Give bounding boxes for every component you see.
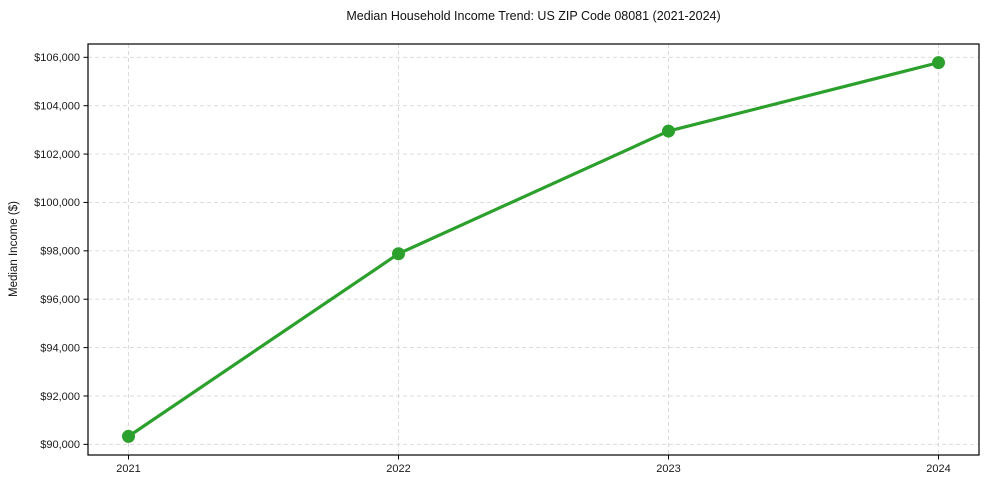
y-tick-label: $94,000 [40, 342, 80, 354]
data-point-2024 [932, 56, 945, 70]
y-axis-label: Median Income ($) [8, 201, 20, 297]
y-tick-label: $90,000 [40, 439, 80, 451]
x-tick-label: 2023 [656, 463, 680, 475]
x-tick-label: 2021 [116, 463, 140, 475]
plot-frame [87, 43, 980, 456]
y-tick-label: $96,000 [40, 294, 80, 306]
y-tick-label: $106,000 [34, 52, 80, 64]
trend-line [126, 61, 941, 438]
data-point-2022 [392, 247, 405, 261]
y-tick-label: $100,000 [34, 197, 80, 209]
y-tick-label: $98,000 [40, 246, 80, 258]
y-tick-label: $102,000 [34, 149, 80, 161]
x-tick-label: 2022 [386, 463, 410, 475]
chart-title: Median Household Income Trend: US ZIP Co… [346, 9, 721, 23]
y-tick-label: $92,000 [40, 391, 80, 403]
data-point-2021 [122, 429, 135, 443]
y-tick-label: $104,000 [34, 100, 80, 112]
data-point-2023 [662, 124, 675, 138]
x-tick-label: 2024 [926, 463, 950, 475]
